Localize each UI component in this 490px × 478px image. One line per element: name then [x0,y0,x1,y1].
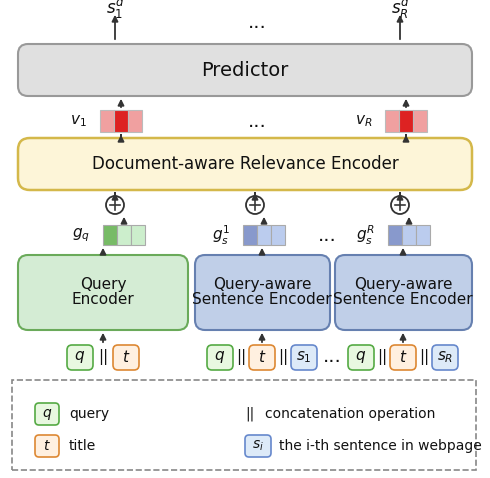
FancyBboxPatch shape [385,110,399,132]
Text: $g_s^1$: $g_s^1$ [212,223,230,247]
FancyBboxPatch shape [271,225,285,245]
Text: concatenation operation: concatenation operation [265,407,436,421]
FancyBboxPatch shape [291,345,317,370]
FancyBboxPatch shape [243,225,257,245]
FancyBboxPatch shape [413,110,427,132]
Text: $s_R$: $s_R$ [437,349,453,365]
Text: ||: || [245,407,254,421]
Text: ||: || [377,349,387,365]
Text: $v_R$: $v_R$ [355,113,372,129]
Text: Sentence Encoder: Sentence Encoder [333,293,473,307]
FancyBboxPatch shape [114,110,128,132]
FancyBboxPatch shape [103,225,117,245]
FancyBboxPatch shape [131,225,145,245]
FancyBboxPatch shape [35,403,59,425]
FancyBboxPatch shape [207,345,233,370]
FancyBboxPatch shape [100,110,114,132]
FancyBboxPatch shape [245,435,271,457]
Text: $s_R^d$: $s_R^d$ [391,0,410,21]
Text: Predictor: Predictor [201,61,289,79]
FancyBboxPatch shape [399,110,413,132]
FancyBboxPatch shape [113,345,139,370]
Text: ...: ... [247,111,267,130]
FancyBboxPatch shape [257,225,271,245]
Text: query: query [69,407,109,421]
Text: $g_q$: $g_q$ [72,226,90,244]
Text: $t$: $t$ [258,349,266,365]
FancyBboxPatch shape [195,255,330,330]
FancyBboxPatch shape [18,255,188,330]
FancyBboxPatch shape [348,345,374,370]
Text: $s_i$: $s_i$ [252,439,264,453]
Text: $q$: $q$ [74,349,86,365]
FancyBboxPatch shape [35,435,59,457]
Text: $s_1$: $s_1$ [296,349,312,365]
Text: $q$: $q$ [355,349,367,365]
FancyBboxPatch shape [390,345,416,370]
FancyBboxPatch shape [432,345,458,370]
FancyBboxPatch shape [388,225,402,245]
Text: Query-aware: Query-aware [213,276,311,292]
Text: $g_s^R$: $g_s^R$ [356,223,375,247]
Text: Document-aware Relevance Encoder: Document-aware Relevance Encoder [92,155,398,173]
FancyBboxPatch shape [416,225,430,245]
Text: ||: || [278,349,288,365]
Text: $q$: $q$ [215,349,225,365]
Text: $s_1^d$: $s_1^d$ [105,0,124,21]
Text: $t$: $t$ [122,349,130,365]
FancyBboxPatch shape [335,255,472,330]
Text: $v_1$: $v_1$ [70,113,87,129]
Text: ...: ... [247,12,267,32]
Text: ...: ... [318,226,336,245]
FancyBboxPatch shape [67,345,93,370]
FancyBboxPatch shape [128,110,142,132]
FancyBboxPatch shape [12,380,476,470]
Text: ...: ... [322,348,342,367]
FancyBboxPatch shape [117,225,131,245]
FancyBboxPatch shape [402,225,416,245]
FancyBboxPatch shape [18,44,472,96]
Text: $q$: $q$ [42,406,52,422]
Text: $t$: $t$ [43,439,51,453]
Text: ||: || [236,349,246,365]
FancyBboxPatch shape [18,138,472,190]
Text: $t$: $t$ [399,349,407,365]
Text: Query-aware: Query-aware [354,276,452,292]
Text: ||: || [419,349,429,365]
Text: the i-th sentence in webpage: the i-th sentence in webpage [279,439,482,453]
Text: ||: || [98,349,108,365]
FancyBboxPatch shape [249,345,275,370]
Text: Query: Query [80,276,126,292]
Text: Encoder: Encoder [72,293,134,307]
Text: Sentence Encoder: Sentence Encoder [192,293,332,307]
Text: title: title [69,439,96,453]
